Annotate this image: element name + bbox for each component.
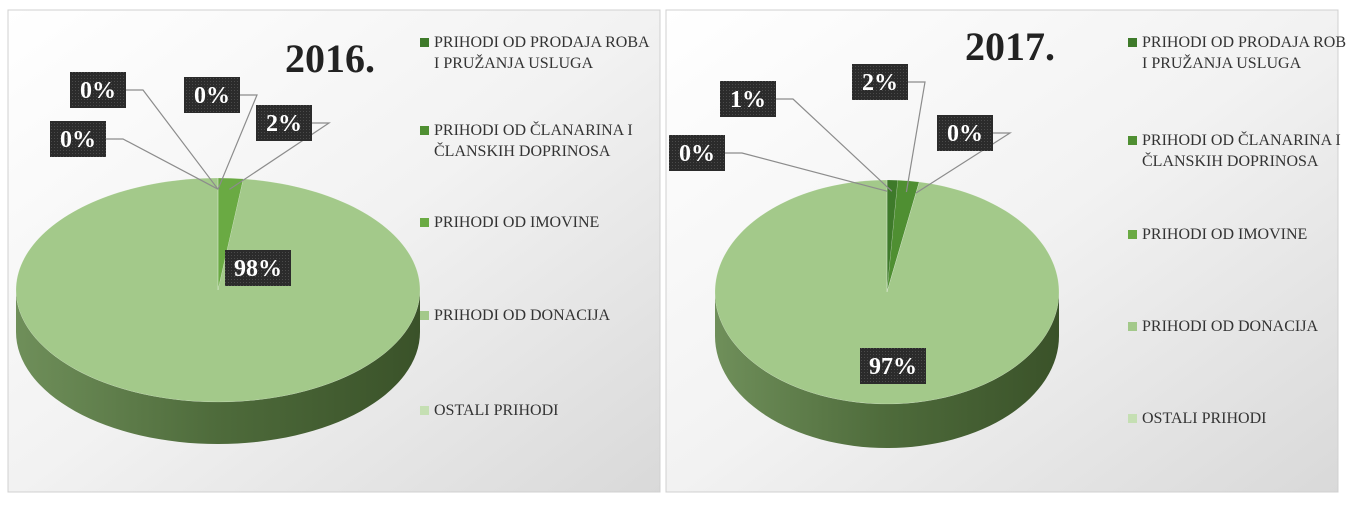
label-box [184,77,240,113]
label-box [937,115,993,151]
leader-line [724,152,888,192]
legend-label: PRIHODI OD ČLANARINA I ČLANSKIH DOPRINOS… [1142,132,1341,170]
legend-label: OSTALI PRIHODI [1142,410,1267,427]
legend-item: PRIHODI OD DONACIJA [1128,316,1346,337]
legend-label: PRIHODI OD PRODAJA ROBA I PRUŽANJA USLUG… [1142,34,1346,72]
pie-slice [217,177,244,291]
legend-swatch [1128,230,1137,239]
legend-label: PRIHODI OD DONACIJA [434,307,610,324]
leader-line [905,81,926,193]
legend-swatch [1128,136,1137,145]
pie-slice [886,179,899,293]
data-label: 0% [60,127,96,153]
legend-item: OSTALI PRIHODI [420,400,649,421]
data-label: 0% [947,121,983,147]
pie-side [715,292,1059,448]
label-box [860,348,926,384]
data-label: 0% [194,83,230,109]
legend-item: PRIHODI OD PRODAJA ROBA I PRUŽANJA USLUG… [420,32,649,74]
legend-item: PRIHODI OD IMOVINE [420,212,649,233]
legend-swatch [420,38,429,47]
chart-title: 2016. [285,36,375,81]
label-box [70,72,126,108]
legend-swatch [1128,38,1137,47]
leader-line [915,132,1013,194]
data-label: 1% [730,87,766,113]
legend-label: PRIHODI OD IMOVINE [1142,226,1308,243]
label-box [720,81,776,117]
pie-side [16,290,420,444]
label-box [852,64,908,100]
data-label: 97% [869,354,917,380]
legend-label: PRIHODI OD PRODAJA ROBA I PRUŽANJA USLUG… [434,34,649,72]
legend-label: PRIHODI OD ČLANARINA I ČLANSKIH DOPRINOS… [434,122,633,160]
legend-item: PRIHODI OD ČLANARINA I ČLANSKIH DOPRINOS… [1128,130,1346,172]
legend-item: OSTALI PRIHODI [1128,408,1346,429]
data-label: 2% [862,70,898,96]
legend-item: PRIHODI OD IMOVINE [1128,224,1346,245]
legend-item: PRIHODI OD ČLANARINA I ČLANSKIH DOPRINOS… [420,120,649,162]
label-box [669,135,725,171]
leader-line [217,94,258,190]
legend-swatch [420,311,429,320]
data-label: 0% [679,141,715,167]
legend-item: PRIHODI OD PRODAJA ROBA I PRUŽANJA USLUG… [1128,32,1346,74]
label-box [50,121,106,157]
data-label: 0% [80,78,116,104]
leader-line [105,138,219,190]
legend-swatch [1128,414,1137,423]
legend-swatch [1128,322,1137,331]
legend-swatch [420,406,429,415]
label-box [256,105,312,141]
leader-line [125,89,219,190]
data-label: 2% [266,111,302,137]
legend-label: OSTALI PRIHODI [434,402,559,419]
legend-label: PRIHODI OD IMOVINE [434,214,600,231]
legend-swatch [420,218,429,227]
chart-title: 2017. [965,24,1055,69]
data-label: 98% [234,256,282,282]
legend-swatch [420,126,429,135]
pie-slice [714,179,1060,405]
legend-item: PRIHODI OD DONACIJA [420,305,649,326]
legend-label: PRIHODI OD DONACIJA [1142,318,1318,335]
leader-line [229,122,331,190]
label-box [225,250,291,286]
pie-slice [15,177,421,403]
leader-line [775,98,893,192]
